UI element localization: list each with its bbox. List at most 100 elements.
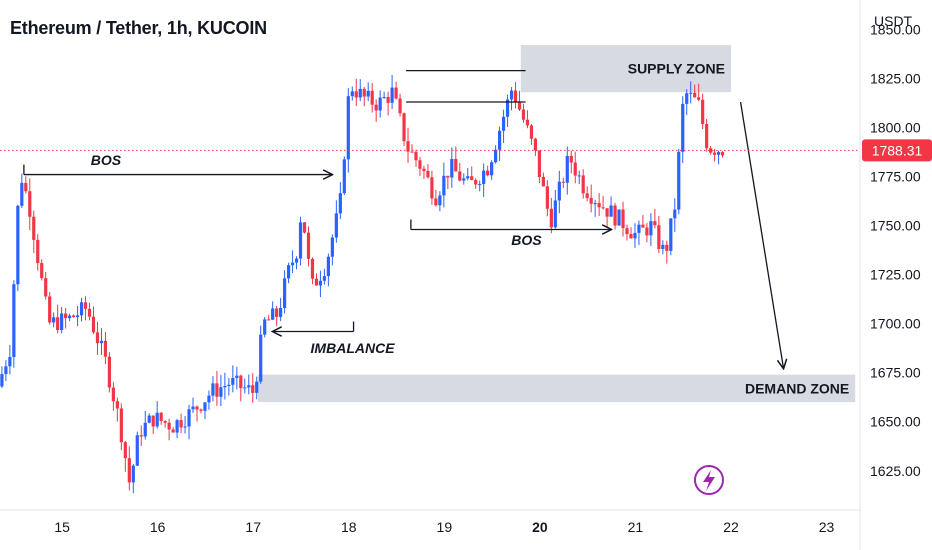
candle-body xyxy=(191,406,195,410)
candle-body xyxy=(195,406,199,410)
candle-body xyxy=(553,200,557,228)
candle-body xyxy=(533,138,538,151)
candle-body xyxy=(557,181,561,201)
candle-body xyxy=(279,307,283,317)
candle-body xyxy=(494,149,498,163)
x-tick-label: 18 xyxy=(341,519,357,535)
candle-body xyxy=(697,97,701,100)
candle-body xyxy=(8,356,12,367)
candle-body xyxy=(143,422,147,437)
y-tick-label: 1625.00 xyxy=(870,463,921,479)
candle-body xyxy=(613,205,617,226)
candle-body xyxy=(28,191,32,217)
candle-body xyxy=(645,227,649,236)
candle-body xyxy=(402,113,406,142)
candle-body xyxy=(302,222,307,233)
candle-body xyxy=(609,205,613,217)
current-price-label: 1788.31 xyxy=(872,142,923,158)
candle-body xyxy=(111,387,115,402)
candle-body xyxy=(0,374,4,387)
candle-body xyxy=(171,429,175,433)
candle-body xyxy=(147,415,151,423)
candle-body xyxy=(593,203,597,205)
candle-body xyxy=(83,302,88,309)
y-tick-label: 1825.00 xyxy=(870,70,921,86)
candle-body xyxy=(95,332,100,344)
candle-body xyxy=(115,401,119,409)
x-tick-label: 15 xyxy=(54,519,70,535)
candle-body xyxy=(36,239,40,264)
candle-body xyxy=(641,224,645,228)
candle-body xyxy=(605,208,609,217)
candle-body xyxy=(521,109,526,120)
candle-body xyxy=(267,319,271,321)
candle-body xyxy=(290,262,295,266)
candle-body xyxy=(414,151,418,161)
candle-body xyxy=(239,375,243,389)
candle-body xyxy=(67,315,72,319)
candle-body xyxy=(601,207,605,209)
candle-body xyxy=(653,221,657,226)
candle-body xyxy=(545,186,549,209)
candle-body xyxy=(91,316,96,333)
candle-body xyxy=(442,175,446,196)
demand-zone xyxy=(258,374,856,403)
candle-body xyxy=(60,313,64,331)
candle-body xyxy=(517,102,522,110)
candle-body xyxy=(271,308,275,320)
candle-body xyxy=(338,193,342,214)
candle-body xyxy=(501,116,506,131)
candle-body xyxy=(625,228,629,235)
candle-body xyxy=(282,278,287,308)
candle-body xyxy=(151,415,155,427)
candle-body xyxy=(20,182,24,206)
candle-body xyxy=(275,308,279,317)
candle-body xyxy=(649,221,653,236)
candle-body xyxy=(16,205,20,285)
candle-body xyxy=(366,90,370,97)
y-tick-label: 1800.00 xyxy=(870,120,921,136)
candle-body xyxy=(322,276,327,281)
annotation-label-2: IMBALANCE xyxy=(311,340,396,356)
candle-body xyxy=(665,244,669,251)
candle-body xyxy=(709,148,713,153)
x-tick-label: 16 xyxy=(150,519,166,535)
candle-body xyxy=(131,465,135,483)
candle-body xyxy=(617,209,621,226)
supply-zone xyxy=(520,45,731,93)
projection-arrow xyxy=(739,101,784,369)
candle-body xyxy=(637,224,641,233)
candle-body xyxy=(509,90,514,100)
candle-body xyxy=(32,216,36,240)
candle-body xyxy=(310,258,315,279)
candle-body xyxy=(669,218,673,251)
candle-body xyxy=(474,180,478,185)
candle-body xyxy=(163,420,167,423)
candle-body xyxy=(87,308,92,317)
candle-body xyxy=(103,340,108,357)
candle-body xyxy=(79,302,84,316)
lightning-icon-bolt xyxy=(703,470,715,491)
candle-body xyxy=(541,176,545,187)
x-tick-label: 21 xyxy=(628,519,644,535)
candle-body xyxy=(215,383,219,397)
candle-body xyxy=(661,244,665,249)
candle-body xyxy=(712,152,717,155)
candle-body xyxy=(40,263,44,279)
lightning-icon[interactable] xyxy=(694,465,724,495)
candle-body xyxy=(466,176,470,179)
candle-body xyxy=(657,225,661,249)
candle-body xyxy=(589,197,593,204)
candle-body xyxy=(334,213,338,238)
candle-body xyxy=(370,90,374,105)
candle-body xyxy=(251,385,255,393)
candle-body xyxy=(247,385,251,388)
supply-zone-label: SUPPLY ZONE xyxy=(628,61,725,77)
candle-body xyxy=(486,170,490,176)
candle-body xyxy=(139,435,143,437)
candle-body xyxy=(693,92,697,98)
candle-body xyxy=(227,384,231,387)
demand-zone-label: DEMAND ZONE xyxy=(745,380,849,396)
candle-body xyxy=(597,203,601,208)
